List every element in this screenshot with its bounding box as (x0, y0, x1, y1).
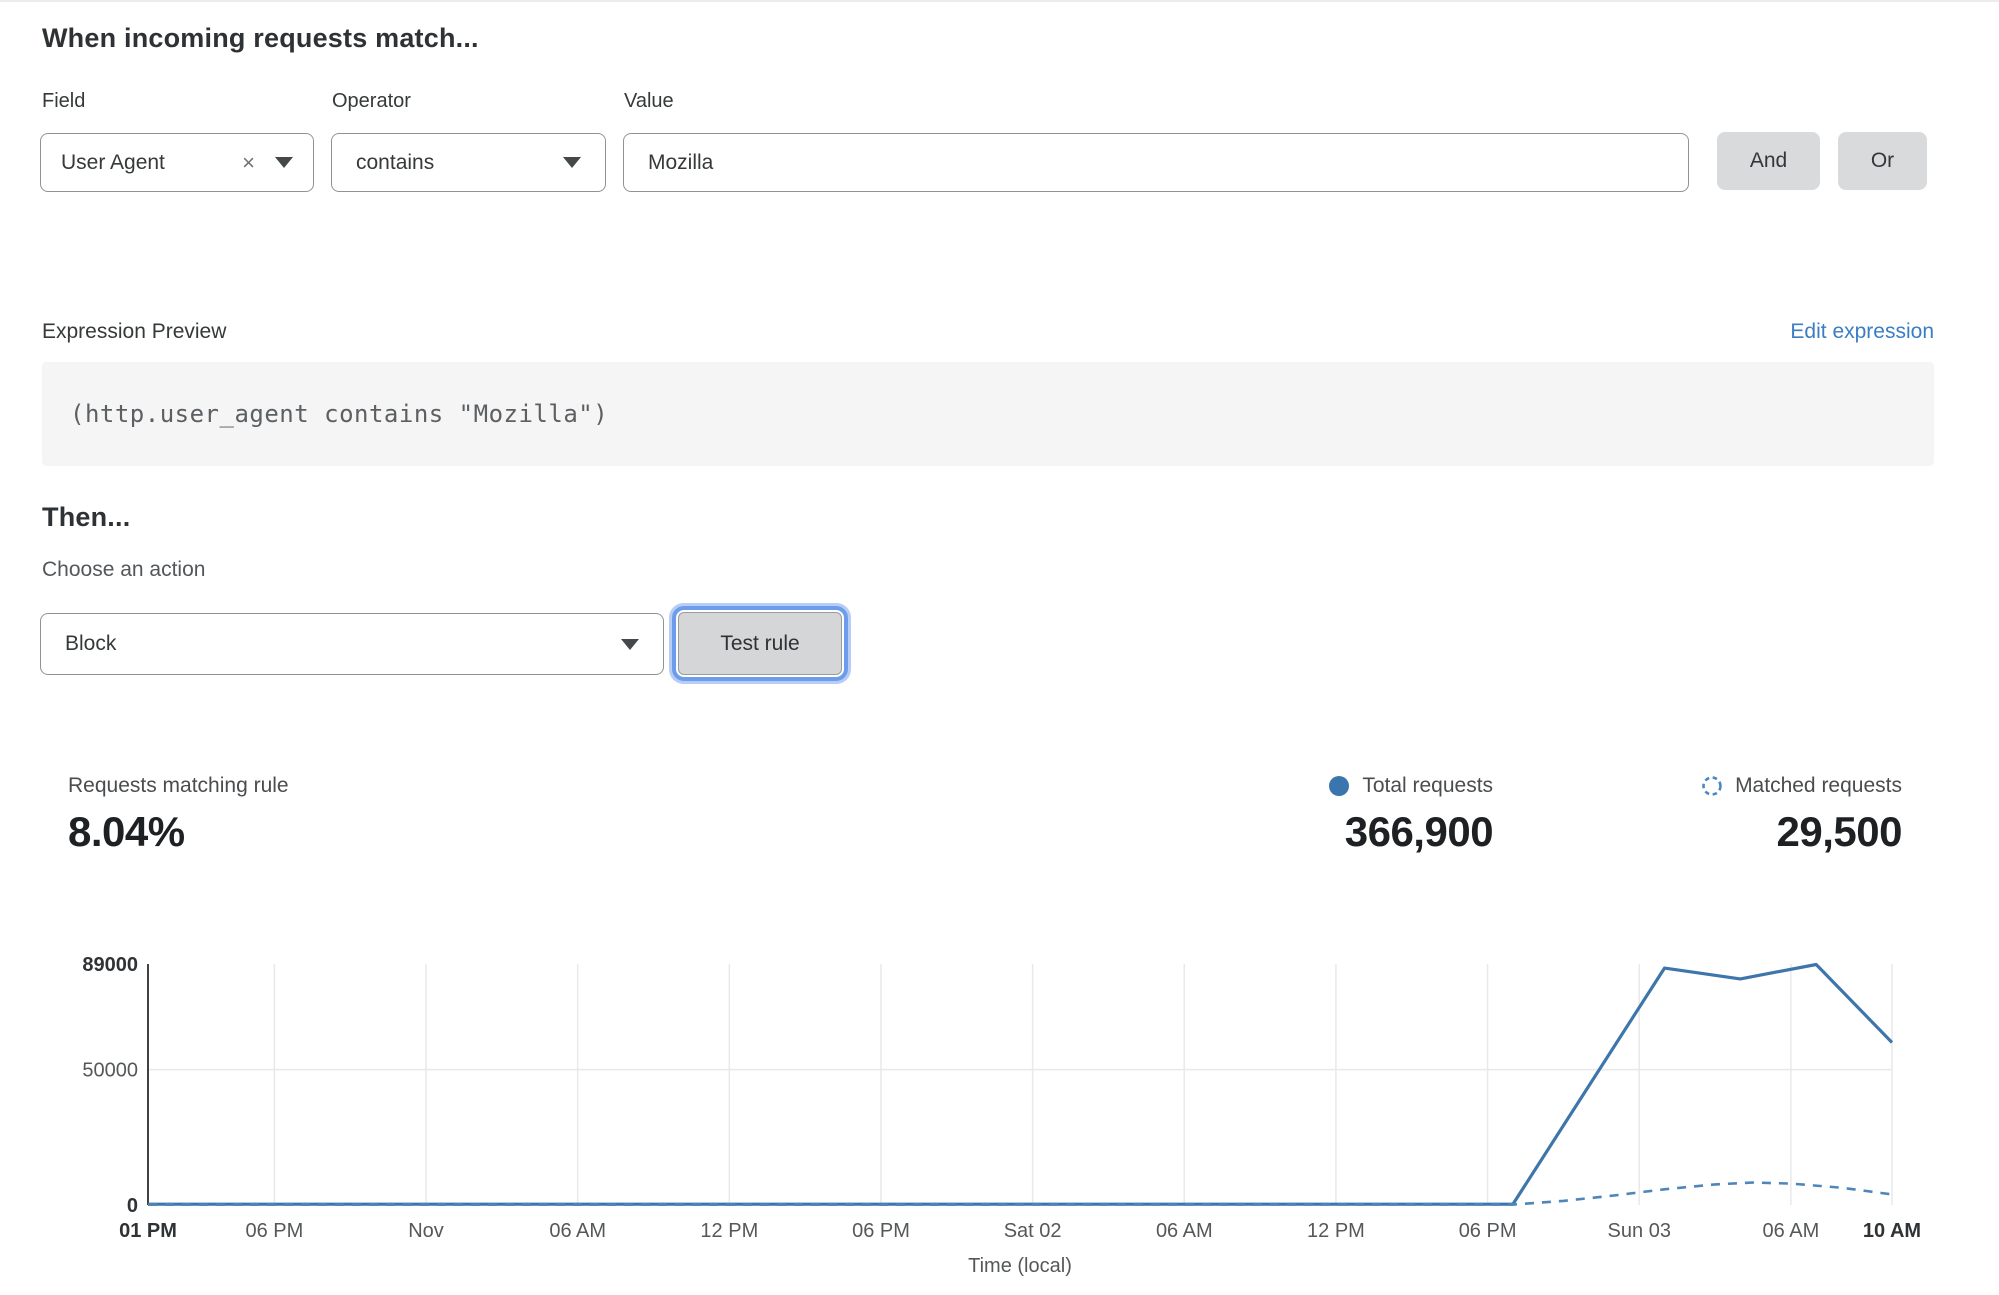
x-axis-title: Time (local) (968, 1255, 1072, 1277)
series-solid-line (148, 962, 1894, 1206)
clear-field-icon[interactable]: × (242, 149, 255, 175)
expression-preview-box: (http.user_agent contains "Mozilla") (42, 362, 1934, 466)
operator-select-value: contains (356, 150, 435, 174)
action-select[interactable]: Block (40, 613, 664, 675)
chevron-down-icon (275, 157, 293, 168)
x-tick-label: 06 PM (1459, 1220, 1517, 1242)
matching-rule-label: Requests matching rule (68, 774, 289, 797)
x-tick-label: 06 PM (245, 1220, 303, 1242)
x-tick-label: 10 AM (1863, 1220, 1921, 1242)
matched-requests-value: 29,500 (1776, 808, 1903, 855)
x-tick-label: Nov (408, 1220, 444, 1242)
matched-requests-dashed-circle-icon (1702, 776, 1722, 796)
y-tick-label: 89000 (82, 954, 138, 976)
expression-preview-label: Expression Preview (42, 320, 227, 343)
y-tick-label: 50000 (82, 1060, 138, 1082)
match-heading: When incoming requests match... (42, 23, 479, 53)
field-label: Field (42, 90, 86, 112)
action-select-value: Block (65, 632, 117, 655)
total-requests-value: 366,900 (1344, 808, 1494, 855)
total-requests-dot-icon (1329, 776, 1350, 796)
operator-select[interactable]: contains (331, 133, 606, 192)
chevron-down-icon (563, 157, 581, 168)
total-requests-label: Total requests (1362, 774, 1494, 797)
operator-label: Operator (332, 90, 411, 112)
field-select[interactable]: User Agent × (40, 133, 314, 192)
series-dashed-line (147, 1181, 1893, 1207)
y-tick-label: 0 (127, 1195, 138, 1217)
stats-row: Requests matching rule 8.04% Total reque… (0, 774, 1999, 856)
stat-matching-rule: Requests matching rule 8.04% (68, 774, 289, 856)
then-heading: Then... (42, 502, 131, 532)
x-tick-label: 06 AM (549, 1220, 606, 1242)
x-tick-label: 01 PM (119, 1220, 177, 1242)
chevron-down-icon (621, 638, 639, 650)
value-input[interactable] (623, 133, 1689, 192)
and-button[interactable]: And (1717, 132, 1820, 190)
matching-rule-value: 8.04% (68, 808, 185, 855)
chart-canvas[interactable]: 01 PM 06 PM Nov 06 AM 12 PM 06 PM Sat 02 06 AM 1… (0, 947, 1999, 1292)
expression-code: (http.user_agent contains "Mozilla") (70, 400, 609, 428)
choose-action-label: Choose an action (42, 558, 206, 581)
matched-requests-label: Matched requests (1735, 774, 1902, 797)
x-tick-label: 12 PM (700, 1220, 758, 1242)
field-select-value: User Agent (61, 150, 165, 174)
stat-total-requests: Total requests 366,900 (1328, 774, 1494, 856)
or-button[interactable]: Or (1838, 132, 1927, 190)
x-tick-label: 12 PM (1307, 1220, 1365, 1242)
x-tick-label: Sun 03 (1608, 1220, 1671, 1242)
x-tick-label: Sat 02 (1004, 1220, 1062, 1242)
test-rule-button[interactable]: Test rule (678, 612, 842, 675)
stat-matched-requests: Matched requests 29,500 (1701, 774, 1903, 856)
x-tick-label: 06 AM (1156, 1220, 1213, 1242)
value-label: Value (624, 90, 674, 112)
requests-line-chart[interactable]: 01 PM 06 PM Nov 06 AM 12 PM 06 PM Sat 02 06 AM 1… (0, 947, 1999, 1292)
x-tick-label: 06 PM (852, 1220, 910, 1242)
edit-expression-link[interactable]: Edit expression (1790, 320, 1934, 343)
x-tick-label: 06 AM (1763, 1220, 1820, 1242)
